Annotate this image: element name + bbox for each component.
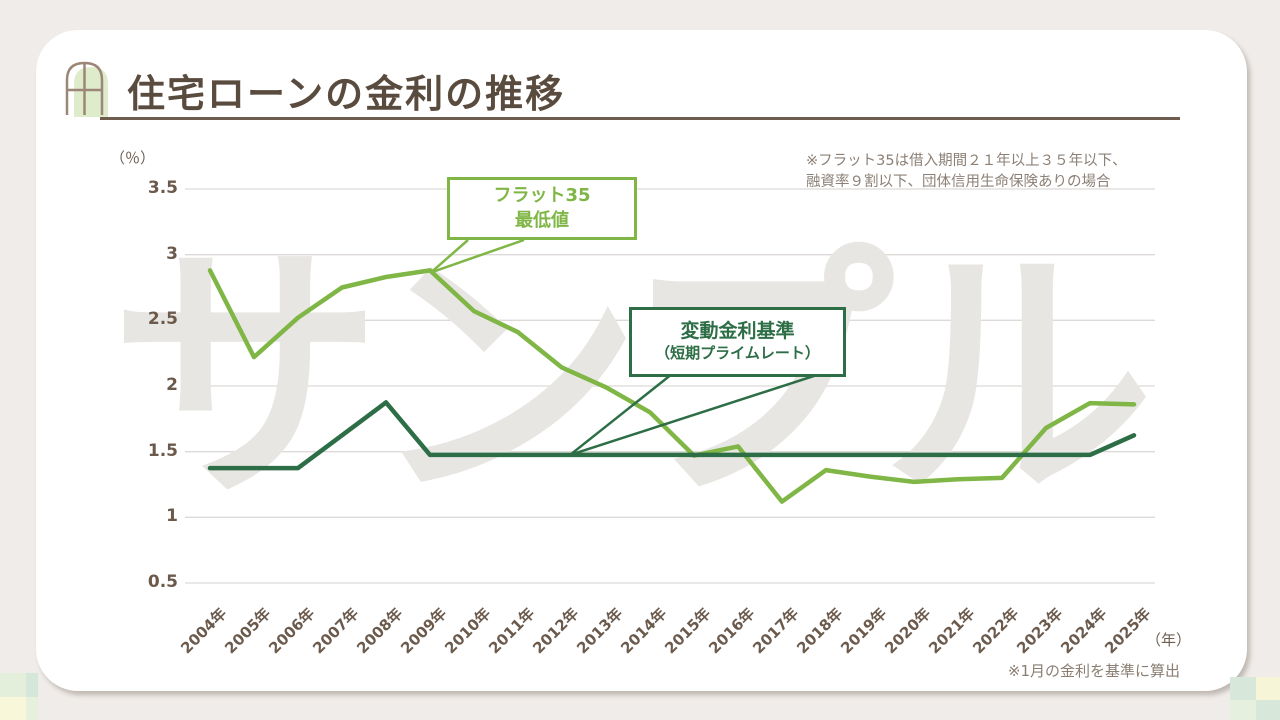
- callout-variable-line1: 変動金利基準: [680, 320, 795, 343]
- y-tick-label: 3: [166, 243, 178, 264]
- window-icon: [65, 61, 108, 117]
- y-tick-label: 1: [166, 506, 178, 527]
- y-axis-unit-label: （％）: [110, 149, 156, 167]
- y-tick-label: 1.5: [147, 440, 178, 461]
- x-axis-unit-label: （年）: [1146, 631, 1192, 649]
- callout-flat35-line1: フラット35: [493, 185, 591, 207]
- y-tick-label: 2.5: [147, 309, 178, 330]
- title-underline: [100, 117, 1180, 120]
- flat35-condition-note-line1: ※フラット35は借入期間２１年以上３５年以下、: [806, 153, 1127, 169]
- callout-variable-line2: （短期プライムレート）: [655, 344, 820, 363]
- page-title: 住宅ローンの金利の推移: [127, 72, 566, 116]
- y-tick-label: 0.5: [147, 572, 178, 592]
- y-tick-label: 2: [166, 375, 178, 395]
- y-tick-label: 3.5: [147, 178, 178, 198]
- flat35-condition-note-line2: 融資率９割以下、団体信用生命保険ありの場合: [806, 174, 1111, 191]
- corner-decoration-bottom-left: [0, 673, 38, 720]
- callout-flat35-line2: 最低値: [515, 209, 569, 231]
- callout-variable-rate: 変動金利基準 （短期プライムレート）: [629, 307, 846, 377]
- calculation-basis-note: ※1月の金利を基準に算出: [1007, 662, 1180, 680]
- corner-decoration-bottom-right: [1230, 677, 1280, 720]
- callout-flat35-minimum: フラット35 最低値: [447, 177, 637, 240]
- flat35-condition-note: ※フラット35は借入期間２１年以上３５年以下、 融資率９割以下、団体信用生命保険…: [806, 151, 1166, 193]
